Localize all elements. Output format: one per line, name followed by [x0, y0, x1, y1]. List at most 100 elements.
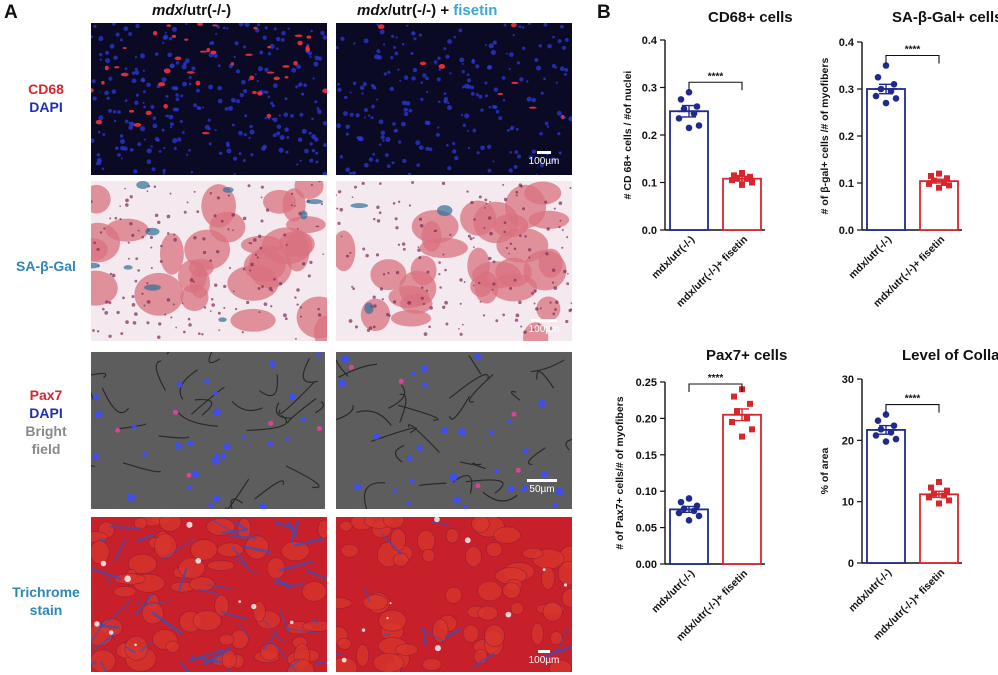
scale-bar-pax7-label: 50µm [529, 484, 555, 495]
data-point [739, 181, 745, 188]
scale-bar-sa-beta-gal-label: 100µm [528, 324, 560, 335]
row-label-bright-line: Bright [25, 423, 67, 439]
data-point [734, 174, 740, 181]
data-point [890, 422, 898, 429]
scale-bar-trichrome-label: 100µm [528, 655, 560, 666]
significance-bracket [885, 404, 940, 413]
data-point [685, 495, 693, 502]
data-point [695, 512, 703, 520]
scale-bar-pax7: 50µm [522, 479, 562, 495]
y-tick-label: 0.05 [636, 523, 657, 535]
data-point [872, 92, 880, 100]
significance-label: **** [708, 373, 724, 384]
data-point [685, 517, 693, 524]
micrograph-sa-beta-gal-fisetin: 100µm [336, 181, 572, 341]
x-category-label: mdx/utr(-/-) [846, 567, 894, 615]
data-point [747, 400, 753, 407]
data-point [882, 99, 890, 107]
data-point [941, 492, 947, 499]
column-header-control: mdx/utr(-/-) [152, 2, 231, 19]
column-header-control-strain: mdx [152, 2, 183, 19]
data-point [685, 124, 693, 132]
scale-bar-cd68: 100µm [524, 151, 564, 167]
chart-4: Level of Collagen I 0 10 20 30 % of area mdx/u… [819, 347, 998, 643]
y-tick-label: 10 [842, 497, 854, 509]
data-point [936, 184, 942, 191]
significance-bracket [885, 54, 940, 64]
micrograph-sa-beta-gal-control [91, 181, 327, 341]
data-point [877, 425, 885, 433]
data-point [690, 507, 698, 515]
data-point [874, 417, 882, 425]
y-tick-label: 0.00 [636, 559, 657, 571]
data-point [936, 500, 942, 507]
data-point [675, 509, 683, 517]
y-axis-label: # of β-gal+ cells /# of myofibers [819, 58, 831, 215]
data-point [887, 88, 895, 95]
chart-1: CD68+ cells 0.0 0.1 0.2 0.3 0.4 # CD 68+ cells… [622, 9, 793, 310]
column-header-fisetin-strain: mdx [357, 2, 388, 19]
row-label-cd68-line: CD68 [28, 81, 64, 97]
y-tick-label: 0.3 [642, 83, 657, 95]
row-label-stain-line: stain [29, 602, 63, 618]
data-point [749, 426, 755, 433]
data-point [926, 180, 932, 187]
row-label-trichrome: Trichrome stain [4, 583, 88, 619]
y-axis-label: # CD 68+ cells / #of nuclei [622, 71, 634, 200]
y-tick-label: 0.10 [636, 486, 657, 498]
significance-bracket [688, 81, 743, 91]
data-point [695, 122, 703, 129]
data-point [693, 103, 701, 110]
chart-2: SA-β-Gal+ cells 0.0 0.1 0.2 0.3 0.4 # of β-gal… [819, 9, 998, 310]
column-header-fisetin-suffix: /utr(-/-) + [387, 2, 454, 19]
row-label-pax7: Pax7 DAPI Bright field [4, 386, 88, 458]
data-point [872, 432, 880, 439]
data-point [749, 179, 755, 186]
data-point [882, 62, 890, 69]
column-header-fisetin-treatment: fisetin [453, 2, 498, 19]
y-tick-label: 0.1 [642, 178, 657, 190]
bar-control [866, 88, 906, 231]
data-point [882, 411, 890, 418]
panel-b-letter: B [597, 2, 611, 23]
data-point [680, 505, 688, 512]
y-axis-label: # of Pax7+ cells/# of myofibers [614, 396, 626, 549]
data-point [946, 497, 952, 504]
data-point [677, 96, 685, 103]
y-tick-label: 0.0 [642, 225, 657, 237]
data-point [936, 479, 942, 486]
data-point [944, 175, 950, 182]
data-point [946, 182, 952, 189]
chart-title: Level of Collagen I [902, 347, 998, 364]
panel-a-letter: A [4, 2, 18, 23]
data-point [892, 95, 900, 102]
data-point [675, 115, 683, 122]
column-header-fisetin: mdx/utr(-/-) + fisetin [357, 2, 497, 19]
data-point [731, 393, 737, 400]
scale-bar-cd68-label: 100µm [528, 156, 560, 167]
data-point [744, 175, 750, 182]
data-point [744, 415, 750, 422]
data-point [882, 438, 890, 445]
y-tick-label: 0.2 [642, 130, 657, 142]
data-point [887, 429, 895, 436]
bar-control [866, 429, 906, 564]
data-point [693, 502, 701, 510]
row-label-pax7-line: Pax7 [29, 387, 63, 403]
data-point [936, 170, 942, 177]
y-tick-label: 0.20 [636, 413, 657, 425]
data-point [944, 487, 950, 494]
data-point [680, 105, 688, 113]
scale-bar-trichrome: 100µm [524, 650, 564, 666]
data-point [941, 180, 947, 186]
row-label-trichrome-line: Trichrome [12, 584, 80, 600]
data-point [685, 88, 693, 96]
bar-fisetin [722, 413, 762, 565]
significance-bracket [688, 383, 743, 392]
significance-label: **** [905, 394, 921, 405]
data-point [926, 494, 932, 501]
data-point [734, 408, 740, 415]
y-tick-label: 20 [842, 435, 854, 447]
data-point [877, 85, 885, 93]
